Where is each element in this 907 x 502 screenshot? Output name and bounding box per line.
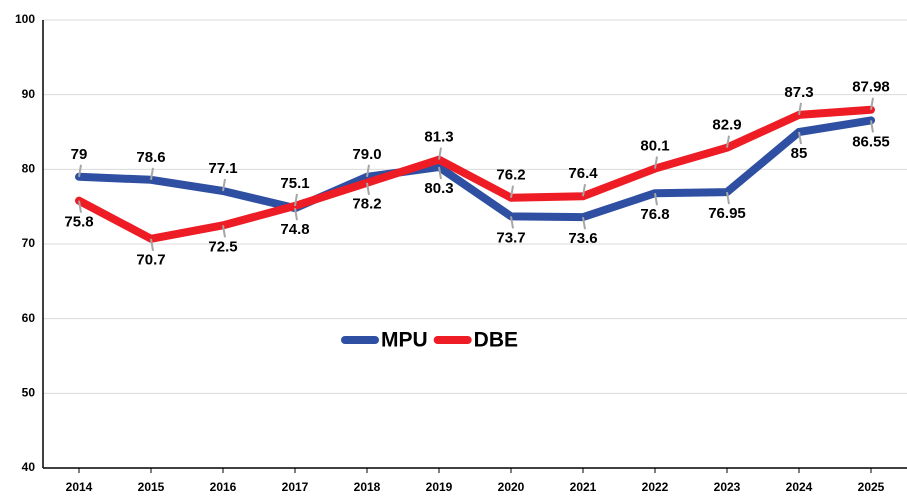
data-label: 80.3: [424, 180, 453, 197]
data-label: 74.8: [280, 221, 309, 238]
data-label: 79.0: [352, 146, 381, 163]
y-tick-label: 40: [22, 460, 36, 474]
data-label: 76.95: [708, 205, 746, 222]
label-leader: [222, 225, 226, 238]
legend-label: MPU: [381, 329, 428, 352]
data-label: 78.6: [136, 149, 165, 166]
label-leader: [366, 164, 370, 177]
x-tick-label: 2023: [714, 480, 741, 494]
data-label: 85: [791, 145, 808, 162]
y-tick-label: 90: [22, 87, 36, 101]
x-tick-label: 2014: [66, 480, 93, 494]
label-leader: [78, 200, 82, 213]
label-leader: [726, 135, 730, 148]
label-leader: [582, 184, 586, 197]
label-leader: [798, 131, 802, 145]
label-leader: [726, 191, 730, 205]
y-tick-label: 60: [22, 311, 36, 325]
data-label: 73.7: [496, 229, 525, 246]
label-leader: [294, 207, 298, 221]
label-leader: [78, 164, 82, 177]
data-label: 75.8: [64, 214, 93, 231]
x-tick-label: 2018: [354, 480, 381, 494]
x-tick-label: 2024: [786, 480, 813, 494]
legend-label: DBE: [474, 329, 518, 352]
y-tick-label: 50: [22, 386, 36, 400]
data-label: 79: [71, 146, 88, 163]
y-tick-label: 80: [22, 162, 36, 176]
label-leader: [510, 216, 514, 229]
data-label: 76.4: [568, 165, 598, 182]
data-label: 76.2: [496, 167, 525, 184]
data-label: 70.7: [136, 252, 165, 269]
data-label: 77.1: [208, 160, 237, 177]
label-leader: [438, 147, 442, 160]
label-leader: [150, 238, 154, 251]
label-leader: [150, 167, 154, 180]
label-leader: [654, 156, 658, 169]
label-leader: [798, 102, 802, 115]
series-line: [75, 105, 875, 243]
data-label: 81.3: [424, 129, 453, 146]
y-tick-label: 70: [22, 236, 36, 250]
label-leader: [438, 166, 442, 180]
data-label: 73.6: [568, 230, 597, 247]
data-label: 75.1: [280, 175, 309, 192]
label-leader: [294, 193, 298, 207]
x-tick-label: 2025: [858, 480, 885, 494]
data-label: 86.55: [852, 133, 890, 150]
label-leader: [222, 178, 226, 192]
x-tick-label: 2021: [570, 480, 597, 494]
data-label: 72.5: [208, 238, 237, 255]
label-leader: [870, 97, 874, 110]
label-leader: [654, 193, 658, 206]
x-tick-label: 2022: [642, 480, 669, 494]
x-tick-label: 2017: [282, 480, 309, 494]
label-leader: [510, 185, 514, 198]
label-leader: [870, 120, 874, 133]
data-label: 78.2: [352, 196, 381, 213]
x-tick-label: 2019: [426, 480, 453, 494]
data-label: 82.9: [712, 117, 741, 134]
x-tick-label: 2015: [138, 480, 165, 494]
data-label: 87.3: [784, 84, 813, 101]
data-label: 87.98: [852, 79, 890, 96]
data-label: 76.8: [640, 206, 669, 223]
label-leader: [582, 216, 586, 230]
label-leader: [366, 182, 370, 195]
x-tick-label: 2016: [210, 480, 237, 494]
x-tick-label: 2020: [498, 480, 525, 494]
series-line: [75, 116, 875, 222]
data-label: 80.1: [640, 138, 669, 155]
y-tick-label: 100: [15, 12, 35, 26]
